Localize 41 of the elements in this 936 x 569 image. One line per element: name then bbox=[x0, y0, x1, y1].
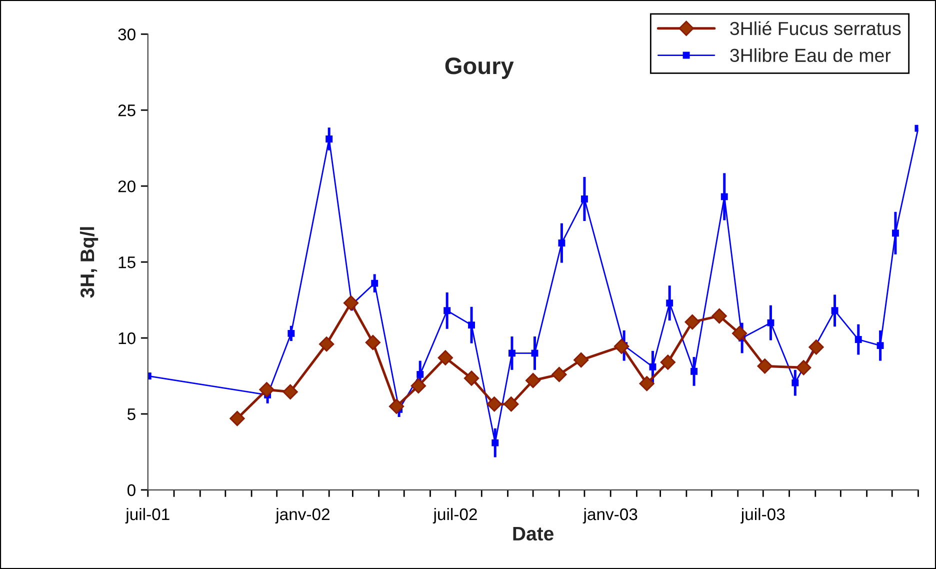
point bbox=[230, 410, 245, 426]
point bbox=[614, 338, 630, 354]
point bbox=[660, 354, 676, 370]
point bbox=[486, 396, 502, 412]
point bbox=[796, 360, 812, 376]
y-tick-label: 15 bbox=[118, 256, 136, 268]
point bbox=[318, 336, 334, 352]
point bbox=[438, 350, 453, 366]
y-tick-label: 10 bbox=[118, 332, 136, 344]
y-tick-label: 20 bbox=[118, 180, 136, 192]
point bbox=[504, 396, 519, 412]
x-axis-title: Date bbox=[513, 526, 554, 541]
point bbox=[757, 358, 772, 374]
point bbox=[684, 314, 700, 330]
point bbox=[639, 376, 654, 392]
point bbox=[282, 384, 298, 400]
point bbox=[574, 352, 589, 368]
y-tick-label: 25 bbox=[118, 104, 136, 116]
legend-label: 3Hlié Fucus serratus bbox=[730, 21, 901, 36]
x-tick-label: juil-02 bbox=[432, 508, 477, 524]
x-tick-label: janv-02 bbox=[275, 508, 330, 524]
point bbox=[343, 295, 359, 311]
point bbox=[712, 308, 727, 324]
y-axis-title: 3H, Bq/l bbox=[80, 227, 98, 298]
x-tick-label: janv-03 bbox=[582, 508, 638, 524]
point bbox=[732, 326, 748, 341]
point bbox=[525, 372, 541, 388]
x-tick-label: juil-01 bbox=[125, 508, 170, 524]
x-tick-label: juil-03 bbox=[740, 508, 785, 524]
y-tick-label: 30 bbox=[118, 28, 136, 40]
point bbox=[552, 366, 567, 382]
point bbox=[259, 382, 274, 398]
point bbox=[388, 398, 404, 414]
point bbox=[365, 334, 380, 350]
point bbox=[464, 370, 480, 386]
legend-label: 3Hlibre Eau de mer bbox=[730, 48, 891, 62]
point bbox=[808, 340, 824, 355]
text: Goury bbox=[445, 58, 514, 79]
y-tick-label: 0 bbox=[127, 484, 136, 496]
y-tick-label: 5 bbox=[127, 408, 136, 420]
point bbox=[410, 378, 426, 394]
